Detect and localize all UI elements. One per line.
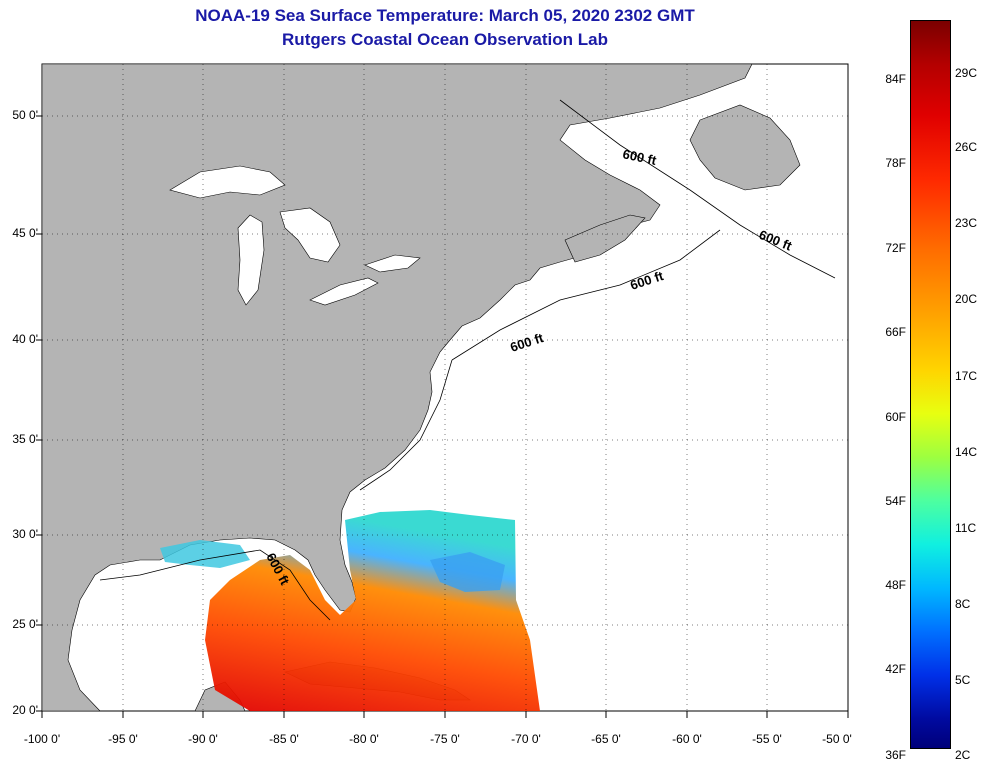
- colorbar-c-label: 14C: [955, 445, 978, 459]
- lake-ontario: [364, 254, 421, 273]
- lon-label-55: -55 0': [752, 732, 782, 746]
- lake-erie: [309, 277, 379, 306]
- colorbar-c-label: 2C: [955, 748, 971, 762]
- colorbar-f-label: 78F: [885, 156, 906, 170]
- colorbar-f-label: 60F: [885, 410, 906, 424]
- lon-label-70: -70 0': [511, 732, 541, 746]
- lat-label-20: 20 0': [12, 703, 38, 717]
- lon-label-100: -100 0': [23, 732, 61, 746]
- lat-label-35: 35 0': [12, 432, 38, 446]
- map-subtitle: Rutgers Coastal Ocean Observation Lab: [282, 30, 608, 49]
- lon-label-60: -60 0': [672, 732, 702, 746]
- colorbar-f-label: 54F: [885, 494, 906, 508]
- colorbar-c-label: 20C: [955, 292, 978, 306]
- north-america-land: [41, 63, 753, 712]
- lon-label-95: -95 0': [108, 732, 138, 746]
- map-title: NOAA-19 Sea Surface Temperature: March 0…: [195, 6, 695, 25]
- gulf-sst-patch: [160, 540, 250, 568]
- colorbar-f-label: 84F: [885, 72, 906, 86]
- colorbar-f-label: 48F: [885, 578, 906, 592]
- colorbar-c-label: 26C: [955, 140, 978, 154]
- temperature-colorbar: [910, 20, 951, 749]
- isobath-contour: [99, 99, 836, 621]
- colorbar-c-label: 23C: [955, 216, 978, 230]
- lake-huron: [279, 207, 341, 263]
- lon-label-85: -85 0': [269, 732, 299, 746]
- lake-superior: [169, 165, 286, 199]
- axis-ticks: [36, 115, 849, 718]
- lat-label-50: 50 0': [12, 108, 38, 122]
- lon-label-50: -50 0': [822, 732, 852, 746]
- lon-label-90: -90 0': [188, 732, 218, 746]
- lat-label-45: 45 0': [12, 226, 38, 240]
- lon-label-80: -80 0': [349, 732, 379, 746]
- colorbar-f-label: 36F: [885, 748, 906, 762]
- newfoundland-land: [689, 104, 801, 191]
- lat-label-25: 25 0': [12, 617, 38, 631]
- colorbar-f-label: 66F: [885, 325, 906, 339]
- lon-label-65: -65 0': [591, 732, 621, 746]
- colorbar-c-label: 29C: [955, 66, 978, 80]
- nova-scotia-land: [564, 214, 646, 263]
- colorbar-c-label: 5C: [955, 673, 971, 687]
- colorbar-c-label: 17C: [955, 369, 978, 383]
- cold-water-patch: [430, 552, 505, 592]
- lat-label-30: 30 0': [12, 527, 38, 541]
- lake-michigan: [237, 214, 265, 306]
- colorbar-f-label: 72F: [885, 241, 906, 255]
- colorbar-f-label: 42F: [885, 662, 906, 676]
- contour-label: 600 ft: [621, 146, 658, 168]
- colorbar-c-label: 11C: [955, 521, 977, 535]
- lat-label-40: 40 0': [12, 332, 38, 346]
- lon-label-75: -75 0': [430, 732, 460, 746]
- colorbar-c-label: 8C: [955, 597, 971, 611]
